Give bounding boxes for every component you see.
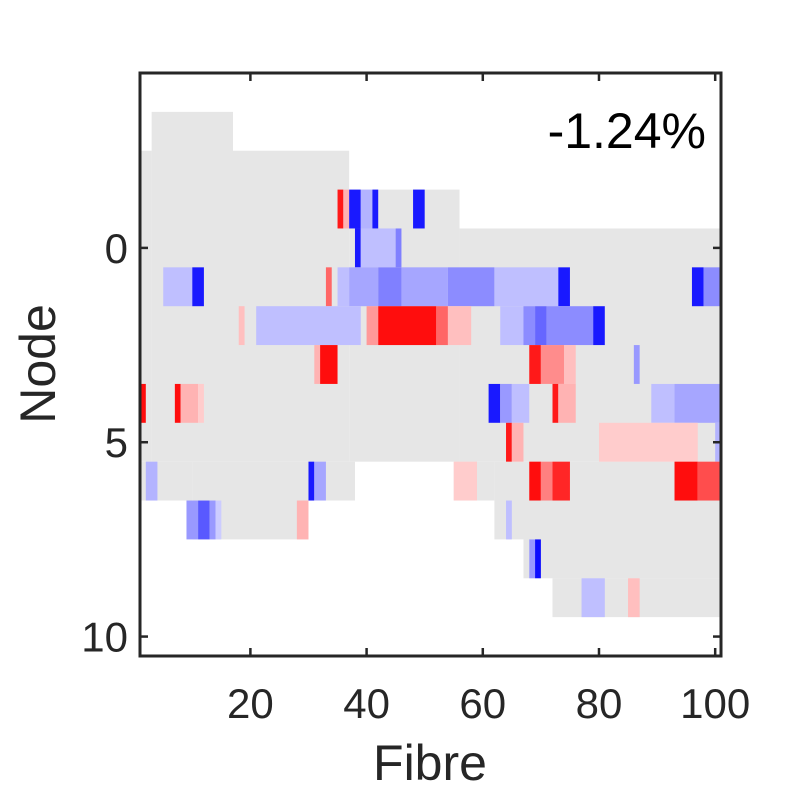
heatmap-cell [174, 383, 181, 423]
heatmap-cell [506, 422, 512, 462]
heatmap-cell [343, 189, 350, 229]
heatmap-cell [354, 228, 361, 268]
heatmap-cell [558, 383, 576, 423]
heatmap-cell [633, 345, 640, 384]
heatmap-cell [540, 345, 565, 384]
heatmap-cell [598, 422, 698, 462]
heatmap-cell [372, 189, 379, 229]
heatmap-cell [198, 500, 210, 540]
heatmap-cell [535, 306, 547, 346]
heatmap-cell [395, 228, 402, 268]
heatmap-cell [674, 383, 721, 423]
heatmap-cell [186, 500, 199, 540]
heatmap-cell [360, 228, 396, 268]
heatmap-cell [378, 267, 402, 307]
heatmap-cell [506, 500, 512, 540]
x-tick-label: 20 [227, 680, 274, 727]
x-tick-label: 60 [459, 680, 506, 727]
heatmap-cell [378, 306, 437, 346]
heatmap-cell [337, 267, 350, 307]
heatmap-cell [140, 383, 146, 423]
heatmap-cell [413, 189, 425, 229]
y-tick-label: 0 [105, 225, 128, 272]
heatmap-cell [401, 267, 448, 307]
support-cell [140, 150, 152, 462]
x-axis-label: Fibre [373, 735, 487, 791]
heatmap-cell [238, 306, 245, 346]
heatmap-cell [529, 539, 536, 579]
x-tick-label: 100 [680, 680, 750, 727]
x-tick-label: 80 [576, 680, 623, 727]
heatmap-cell [564, 345, 576, 384]
heatmap-cell [674, 461, 698, 501]
heatmap-cell [651, 383, 675, 423]
heatmap-cell [349, 267, 379, 307]
y-tick-label: 5 [105, 419, 128, 466]
heatmap-cell [215, 500, 222, 540]
heatmap-cell [325, 267, 332, 307]
heatmap-cell [552, 461, 570, 501]
annotation-text: -1.24% [548, 103, 706, 159]
heatmap-cell [552, 383, 559, 423]
heatmap-cell [308, 461, 315, 501]
heatmap-cell [691, 267, 704, 307]
heatmap-cell [697, 461, 721, 501]
heatmap-cell [529, 461, 541, 501]
heatmap-cell [360, 189, 373, 229]
heatmap-cell [447, 306, 472, 346]
heatmap-cell [436, 306, 448, 346]
heatmap-cell [337, 189, 344, 229]
y-tick-label: 10 [81, 614, 128, 661]
x-tick-label: 40 [343, 680, 390, 727]
heatmap-cell [511, 383, 530, 423]
heatmap-cell [523, 306, 536, 346]
cell-layer [140, 189, 721, 618]
heatmap-cell [593, 306, 605, 346]
heatmap-cell [500, 306, 524, 346]
heatmap-cell [163, 267, 193, 307]
heatmap-cell [209, 500, 216, 540]
tick-layer: 20 40 60 80 100 0 5 10 [81, 73, 750, 727]
heatmap-cell [558, 267, 570, 307]
heatmap-cell [546, 306, 594, 346]
heatmap-cell [488, 383, 501, 423]
heatmap-cell [320, 345, 338, 384]
heatmap-cell [349, 189, 361, 229]
heatmap-cell [494, 267, 559, 307]
heatmap-cell [314, 345, 321, 384]
heatmap-cell [180, 383, 199, 423]
heatmap-cell [296, 500, 309, 540]
heatmap-cell [540, 461, 553, 501]
heatmap-cell [198, 383, 204, 423]
heatmap-cell [192, 267, 204, 307]
heatmap-cell [447, 267, 495, 307]
heatmap-cell [529, 345, 541, 384]
heatmap-cell [366, 306, 379, 346]
heatmap-cell [145, 461, 158, 501]
heatmap-cell [703, 267, 721, 307]
heatmap-cell [314, 461, 326, 501]
heatmap-cell [511, 422, 524, 462]
heatmap-cell [500, 383, 512, 423]
heatmap-cell [581, 578, 605, 618]
heatmap-cell [628, 578, 640, 618]
heatmap-cell [453, 461, 477, 501]
heatmap-cell [256, 306, 361, 346]
y-axis-label: Node [10, 304, 66, 424]
plot-frame [138, 71, 723, 658]
heatmap-cell [535, 539, 541, 579]
